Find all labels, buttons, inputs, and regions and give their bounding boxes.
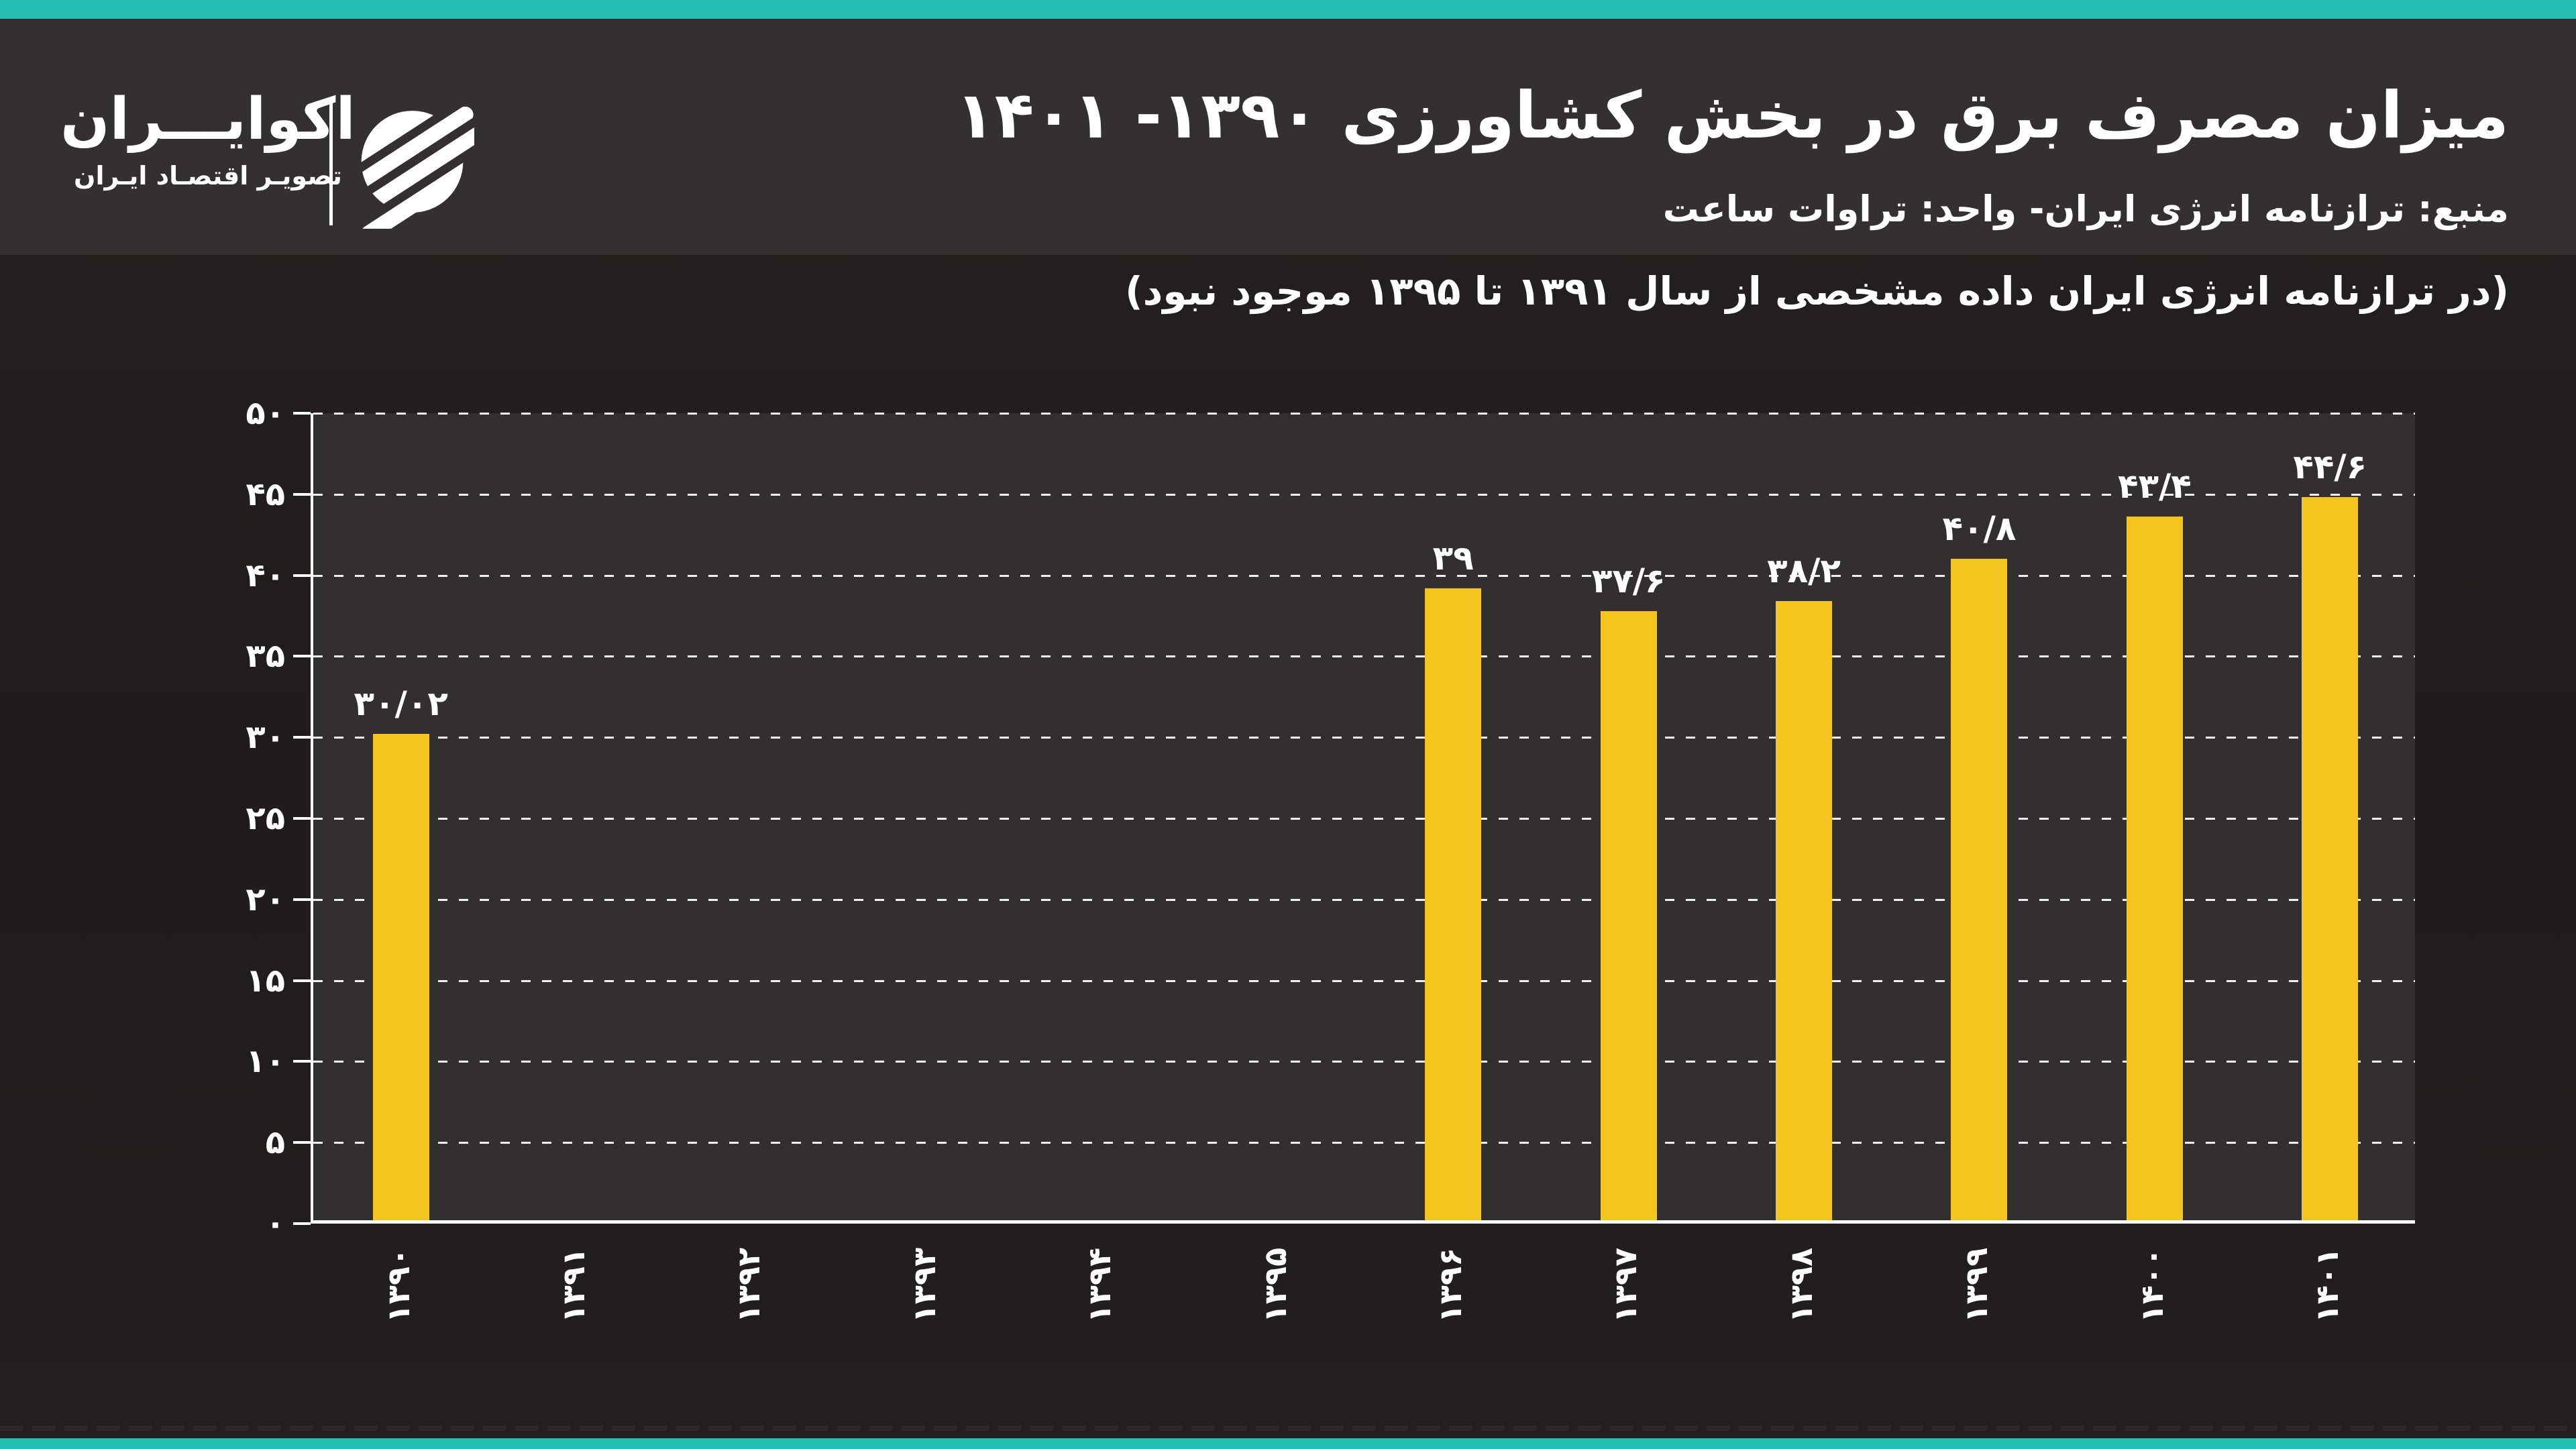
- x-axis-label-text-5: ۱۳۹۵: [1256, 1247, 1293, 1324]
- x-axis-label-text-3: ۱۳۹۳: [906, 1247, 943, 1324]
- chart-title: میزان مصرف برق در بخش کشاورزی ۱۳۹۰- ۱۴۰۱: [955, 78, 2509, 153]
- y-axis-label-10: ۱۰: [246, 1042, 285, 1081]
- x-axis-label-8: ۱۳۹۸: [1734, 1218, 1868, 1352]
- header-band: اکوایـــران تصویـر اقتصـاد ایـران میزان …: [0, 19, 2576, 255]
- bar-value-label-10: ۴۳/۴: [2117, 467, 2192, 506]
- y-axis-label-5: ۵: [265, 1124, 285, 1162]
- x-axis-label-11: ۱۴۰۱: [2260, 1218, 2394, 1352]
- bar-11: [2302, 497, 2359, 1220]
- x-axis-label-text-1: ۱۳۹۱: [555, 1247, 592, 1324]
- gridline-5: [313, 1142, 2415, 1144]
- gridline-25: [313, 818, 2415, 820]
- y-axis-label-15: ۱۵: [246, 961, 285, 1000]
- x-axis-label-text-6: ۱۳۹۶: [1432, 1247, 1469, 1324]
- x-axis-label-text-2: ۱۳۹۲: [731, 1247, 767, 1324]
- dotted-texture-strip: [0, 1426, 2576, 1431]
- brand-name: اکوایـــران: [60, 86, 356, 153]
- bar-value-label-7: ۳۷/۶: [1591, 561, 1666, 600]
- y-axis-tick-5: [293, 1141, 311, 1144]
- x-axis-label-0: ۱۳۹۰: [331, 1218, 466, 1352]
- x-axis-label-text-11: ۱۴۰۱: [2309, 1247, 2346, 1324]
- x-axis-label-1: ۱۳۹۱: [506, 1218, 641, 1352]
- y-axis-tick-30: [293, 736, 311, 739]
- x-axis-label-5: ۱۳۹۵: [1208, 1218, 1342, 1352]
- y-axis-label-0: ۰: [265, 1205, 285, 1242]
- x-axis-label-text-0: ۱۳۹۰: [380, 1247, 417, 1324]
- gridline-35: [313, 655, 2415, 658]
- y-axis-tick-40: [293, 574, 311, 577]
- ecoiran-circle-stripes-icon: [350, 95, 474, 229]
- bar-value-label-6: ۳۹: [1432, 538, 1474, 578]
- y-axis-label-40: ۴۰: [246, 556, 285, 594]
- bar-0: [372, 733, 429, 1220]
- gridline-10: [313, 1061, 2415, 1063]
- x-axis-label-text-8: ۱۳۹۸: [1783, 1247, 1820, 1324]
- y-axis-label-20: ۲۰: [246, 880, 285, 918]
- y-axis-label-25: ۲۵: [246, 800, 285, 837]
- x-axis-label-9: ۱۳۹۹: [1909, 1218, 2043, 1352]
- brand-tagline: تصویـر اقتصـاد ایـران: [74, 160, 342, 191]
- data-availability-note: (در ترازنامه انرژی ایران داده مشخصی از س…: [1125, 268, 2509, 314]
- x-axis-label-10: ۱۴۰۰: [2085, 1218, 2219, 1352]
- x-axis-label-3: ۱۳۹۳: [857, 1218, 991, 1352]
- bottom-accent-strip: [0, 1438, 2576, 1449]
- y-axis-tick-35: [293, 655, 311, 658]
- y-axis-tick-50: [293, 412, 311, 415]
- y-axis-label-45: ۴۵: [246, 475, 285, 513]
- gridline-15: [313, 979, 2415, 982]
- gridline-30: [313, 737, 2415, 739]
- y-axis-label-50: ۵۰: [246, 394, 285, 432]
- x-axis-label-7: ۱۳۹۷: [1559, 1218, 1693, 1352]
- gridline-50: [313, 413, 2415, 415]
- bar-10: [2126, 517, 2183, 1220]
- y-axis-tick-15: [293, 979, 311, 982]
- y-axis-tick-20: [293, 898, 311, 901]
- bar-value-label-9: ۴۰/۸: [1942, 509, 2017, 549]
- gridline-40: [313, 574, 2415, 577]
- x-axis-label-text-7: ۱۳۹۷: [1607, 1247, 1644, 1324]
- top-accent-strip: [0, 0, 2576, 19]
- bar-9: [1951, 559, 2008, 1220]
- y-axis-tick-45: [293, 492, 311, 496]
- logo-text-block: اکوایـــران تصویـر اقتصـاد ایـران: [60, 88, 356, 191]
- ecoiran-logo: اکوایـــران تصویـر اقتصـاد ایـران: [60, 83, 476, 237]
- x-axis-label-6: ۱۳۹۶: [1383, 1218, 1517, 1352]
- y-axis-label-30: ۳۰: [246, 718, 285, 757]
- bar-6: [1425, 588, 1482, 1220]
- bar-7: [1600, 610, 1657, 1220]
- gridline-20: [313, 898, 2415, 901]
- bar-value-label-11: ۴۴/۶: [2293, 447, 2367, 487]
- logo-divider: [329, 101, 333, 225]
- x-axis-label-4: ۱۳۹۴: [1032, 1218, 1167, 1352]
- x-axis-label-text-10: ۱۴۰۰: [2133, 1247, 2170, 1324]
- plot-area: ۳۰/۰۲ ۳۹ ۳۷/۶ ۳۸/۲ ۴۰/۸ ۴۳/۴ ۴۴/۶: [293, 412, 2415, 1225]
- bar-value-label-0: ۳۰/۰۲: [354, 684, 448, 723]
- x-axis-label-2: ۱۳۹۲: [682, 1218, 816, 1352]
- y-axis-tick-25: [293, 817, 311, 820]
- x-axis-label-text-9: ۱۳۹۹: [1958, 1247, 1995, 1324]
- y-axis-tick-10: [293, 1060, 311, 1063]
- bar-value-label-8: ۳۸/۲: [1767, 551, 1841, 591]
- gridline-45: [313, 493, 2415, 496]
- y-axis-label-35: ۳۵: [246, 637, 285, 676]
- x-axis-label-text-4: ۱۳۹۴: [1081, 1247, 1118, 1324]
- bar-8: [1776, 601, 1833, 1220]
- y-axis-tick-0: [293, 1222, 311, 1225]
- chart-source-subtitle: منبع: ترازنامه انرژی ایران- واحد: تراوات…: [1662, 188, 2509, 230]
